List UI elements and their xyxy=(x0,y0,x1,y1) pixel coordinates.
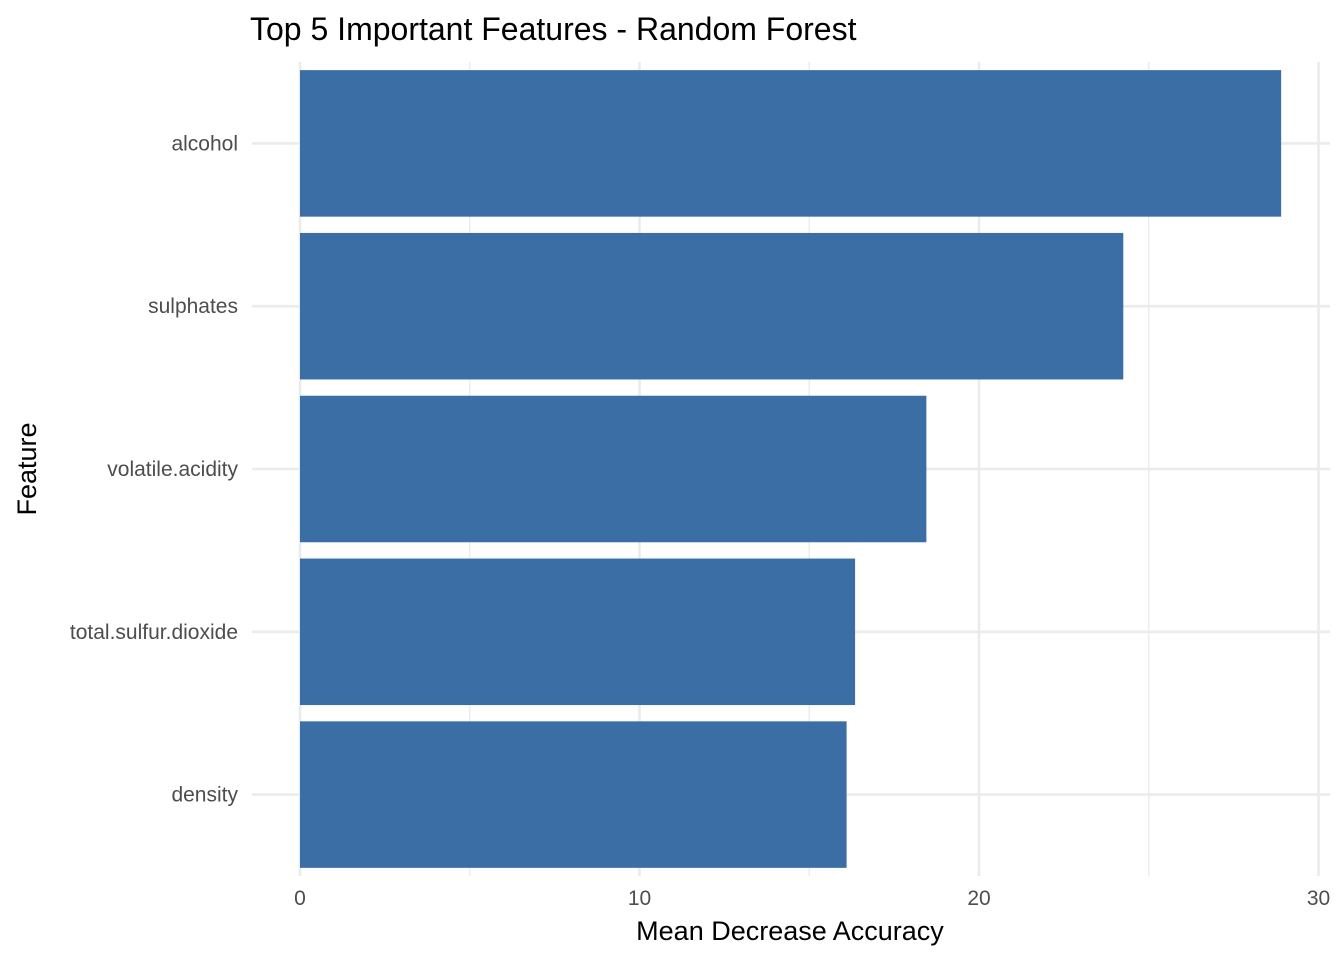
chart-title: Top 5 Important Features - Random Forest xyxy=(250,11,857,47)
bar-volatile-acidity xyxy=(300,395,927,543)
y-tick-label: density xyxy=(171,784,238,807)
y-tick-label: sulphates xyxy=(148,295,238,318)
y-axis-ticks: alcohol sulphates volatile.acidity total.su… xyxy=(70,132,239,806)
y-tick-label: total.sulfur.dioxide xyxy=(70,621,238,644)
bars xyxy=(300,70,1282,868)
x-axis-ticks: 0 10 20 30 xyxy=(294,887,1330,910)
x-tick-label: 20 xyxy=(967,887,990,910)
x-tick-label: 30 xyxy=(1307,887,1330,910)
bar-alcohol xyxy=(300,70,1282,217)
x-tick-label: 10 xyxy=(628,887,651,910)
x-tick-label: 0 xyxy=(294,887,306,910)
y-tick-label: volatile.acidity xyxy=(107,458,238,481)
x-axis-title: Mean Decrease Accuracy xyxy=(636,916,944,946)
bar-sulphates xyxy=(300,232,1124,380)
y-tick-label: alcohol xyxy=(171,132,238,155)
y-axis-title: Feature xyxy=(12,422,42,515)
bar-density xyxy=(300,721,847,868)
bar-total-sulfur-dioxide xyxy=(300,558,856,706)
